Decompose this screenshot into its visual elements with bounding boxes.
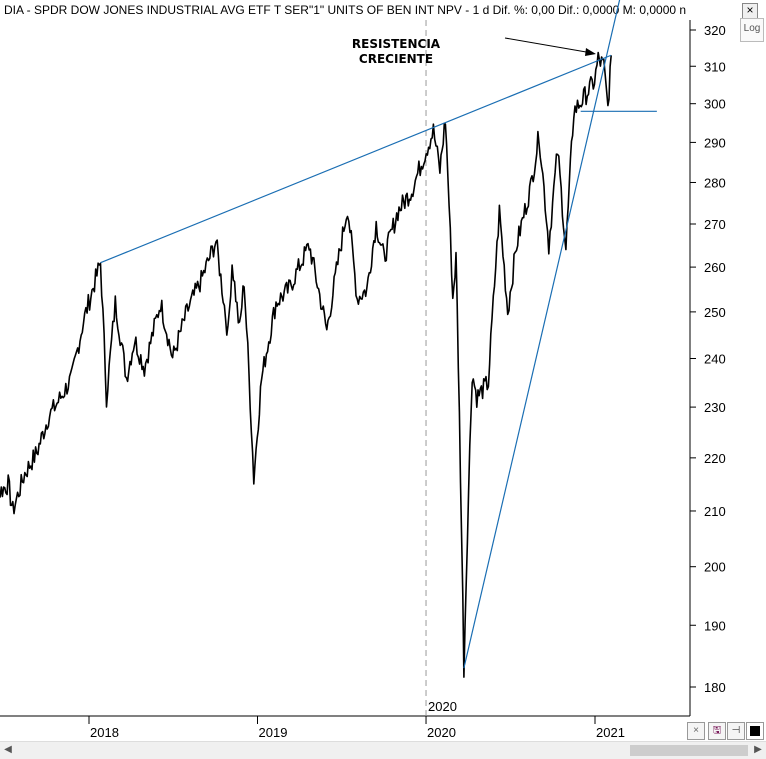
pin-icon[interactable]: ⊣: [727, 722, 745, 740]
price-series: [0, 51, 612, 678]
y-tick-label: 180: [704, 680, 726, 695]
trendlines: [100, 0, 657, 669]
y-tick-label: 190: [704, 618, 726, 633]
price-line: [0, 51, 612, 678]
y-tick-label: 220: [704, 451, 726, 466]
y-tick-label: 240: [704, 352, 726, 367]
x-tick-label: 2018: [90, 725, 119, 740]
window-title: DIA - SPDR DOW JONES INDUSTRIAL AVG ETF …: [4, 3, 687, 17]
y-tick-label: 200: [704, 560, 726, 575]
log-scale-toggle[interactable]: Log: [740, 18, 764, 42]
y-tick-label: 320: [704, 23, 726, 38]
x-tick-label: 2020: [427, 725, 456, 740]
remove-button[interactable]: ×: [687, 722, 705, 740]
save-icon[interactable]: 🖫: [708, 722, 726, 740]
y-tick-label: 210: [704, 504, 726, 519]
price-chart: 2020 RESISTENCIA CRECIENTE 180 190 200 210 2…: [0, 0, 726, 740]
trendline-1[interactable]: [100, 54, 612, 264]
y-axis: 180 190 200 210 220 230 240 250 260 270 280 290 300 3…: [690, 23, 726, 695]
annotation-arrowhead: [585, 48, 596, 56]
y-tick-label: 300: [704, 97, 726, 112]
trendline-2[interactable]: [463, 0, 629, 669]
y-tick-label: 290: [704, 135, 726, 150]
annotation-arrow: [504, 37, 593, 54]
y-tick-label: 230: [704, 400, 726, 415]
year-marker-label: 2020: [428, 699, 457, 714]
scroll-right-arrow-icon[interactable]: ▶: [754, 744, 762, 755]
x-tick-label: 2019: [259, 725, 288, 740]
color-box-button[interactable]: [746, 722, 764, 740]
year-marker: 2020: [425, 20, 457, 716]
y-tick-label: 280: [704, 175, 726, 190]
annotation-line-1: RESISTENCIA: [352, 37, 441, 51]
scroll-left-arrow-icon[interactable]: ◀: [4, 744, 12, 755]
annotation-line-2: CRECIENTE: [359, 52, 433, 66]
y-tick-label: 250: [704, 305, 726, 320]
y-tick-label: 310: [704, 59, 726, 74]
scroll-thumb[interactable]: [630, 745, 748, 756]
y-tick-label: 270: [704, 217, 726, 232]
y-tick-label: 260: [704, 260, 726, 275]
color-swatch: [750, 726, 760, 736]
annotation: RESISTENCIA CRECIENTE: [352, 37, 596, 66]
x-axis: 2018 2019 2020 2021: [88, 716, 625, 740]
x-tick-label: 2021: [596, 725, 625, 740]
horizontal-scrollbar[interactable]: ◀ ▶: [0, 741, 766, 759]
